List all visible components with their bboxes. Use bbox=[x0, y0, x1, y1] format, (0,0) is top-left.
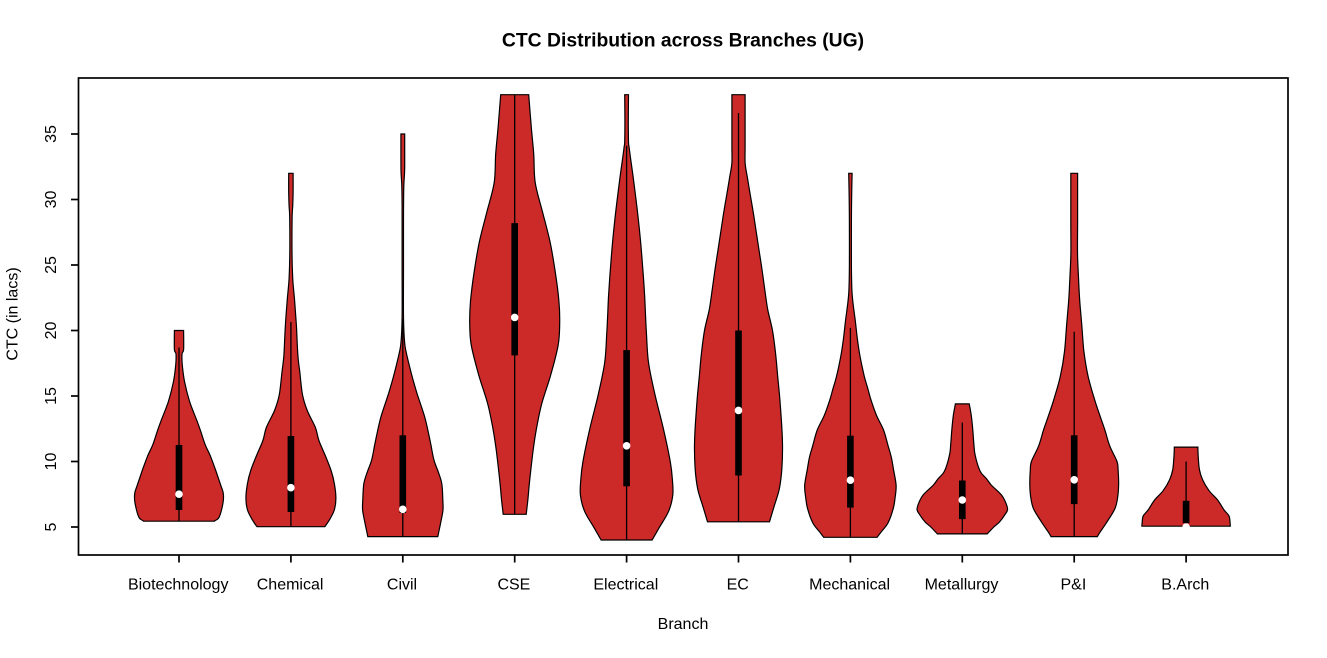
svg-text:Chemical: Chemical bbox=[257, 577, 324, 594]
svg-text:10: 10 bbox=[43, 453, 60, 471]
svg-text:CTC (in lacs): CTC (in lacs) bbox=[5, 267, 22, 360]
svg-text:CSE: CSE bbox=[497, 577, 530, 594]
svg-text:B.Arch: B.Arch bbox=[1161, 577, 1209, 594]
svg-text:CTC Distribution across Branch: CTC Distribution across Branches (UG) bbox=[502, 29, 864, 51]
svg-text:Metallurgy: Metallurgy bbox=[925, 577, 999, 594]
svg-text:EC: EC bbox=[727, 577, 749, 594]
svg-text:20: 20 bbox=[43, 322, 60, 340]
svg-text:Electrical: Electrical bbox=[593, 577, 658, 594]
svg-text:Mechanical: Mechanical bbox=[809, 577, 890, 594]
svg-text:Branch: Branch bbox=[658, 616, 709, 633]
svg-text:35: 35 bbox=[43, 125, 60, 143]
svg-text:Biotechnology: Biotechnology bbox=[128, 577, 229, 594]
svg-text:5: 5 bbox=[43, 522, 60, 531]
svg-text:25: 25 bbox=[43, 256, 60, 274]
svg-text:15: 15 bbox=[43, 387, 60, 405]
svg-text:Civil: Civil bbox=[387, 577, 417, 594]
svg-text:30: 30 bbox=[43, 191, 60, 209]
svg-text:P&I: P&I bbox=[1061, 577, 1087, 594]
